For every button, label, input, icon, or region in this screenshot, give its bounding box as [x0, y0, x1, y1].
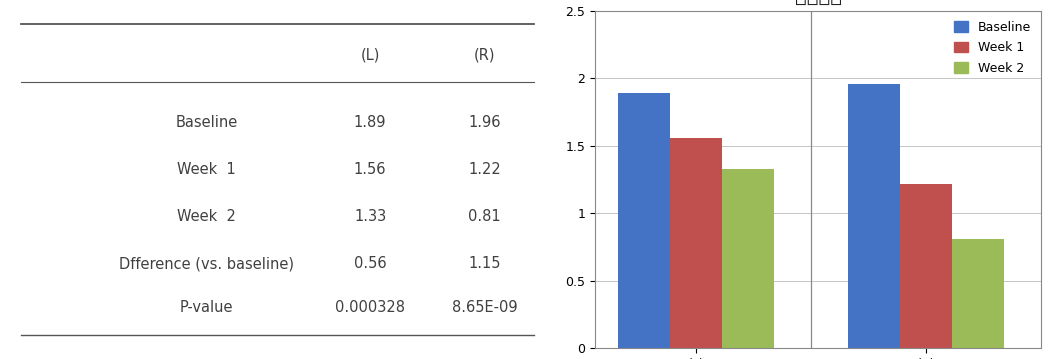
- Title: 건조점수: 건조점수: [794, 0, 842, 6]
- Text: 1.89: 1.89: [353, 115, 386, 130]
- Text: P-value: P-value: [180, 300, 234, 315]
- Text: Week  2: Week 2: [177, 209, 236, 224]
- Text: Baseline: Baseline: [176, 115, 238, 130]
- Text: 1.15: 1.15: [468, 256, 501, 271]
- Text: 8.65E-09: 8.65E-09: [451, 300, 518, 315]
- Text: Dfference (vs. baseline): Dfference (vs. baseline): [119, 256, 295, 271]
- Bar: [901, 183, 952, 348]
- Bar: [722, 169, 773, 348]
- Text: 1.96: 1.96: [468, 115, 501, 130]
- Bar: [618, 93, 670, 348]
- Text: 0.56: 0.56: [353, 256, 386, 271]
- Text: 0.000328: 0.000328: [336, 300, 405, 315]
- Text: 1.56: 1.56: [353, 162, 386, 177]
- Text: Week  1: Week 1: [178, 162, 236, 177]
- Bar: [952, 239, 1004, 348]
- Bar: [849, 84, 901, 348]
- Text: (R): (R): [473, 47, 495, 62]
- Text: (L): (L): [361, 47, 380, 62]
- Text: 0.81: 0.81: [468, 209, 501, 224]
- Text: 1.22: 1.22: [468, 162, 501, 177]
- Text: 1.33: 1.33: [353, 209, 386, 224]
- Bar: [670, 137, 722, 348]
- Legend: Baseline, Week 1, Week 2: Baseline, Week 1, Week 2: [951, 17, 1035, 79]
